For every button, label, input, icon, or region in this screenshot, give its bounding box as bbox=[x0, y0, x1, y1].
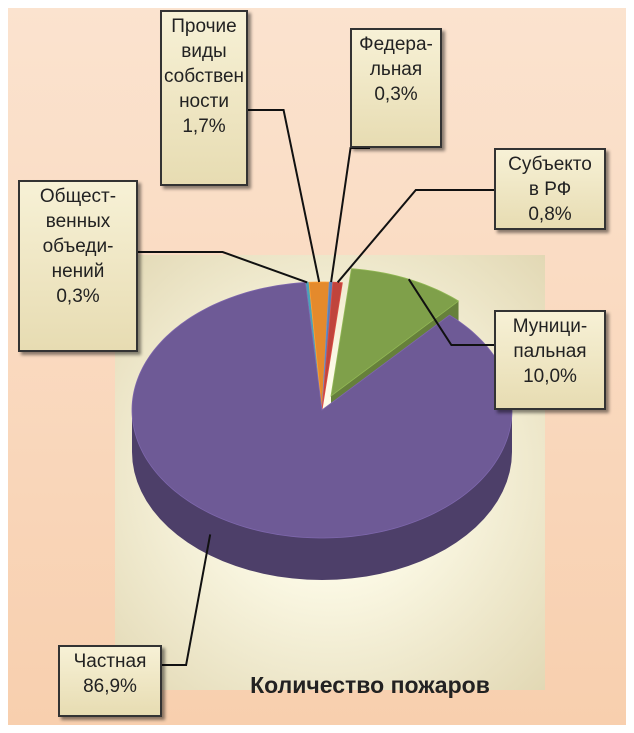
label-value: 1,7% bbox=[182, 116, 226, 137]
label-name: Частная bbox=[73, 651, 147, 672]
label-name: Субъекто в РФ bbox=[508, 154, 592, 200]
data-label: Муници- пальная 10,0% bbox=[494, 310, 606, 410]
chart-title: Количество пожаров bbox=[250, 672, 490, 698]
pie bbox=[131, 268, 513, 580]
label-name: Общест- венных объеди- нений bbox=[39, 186, 117, 282]
label-value: 0,3% bbox=[56, 286, 100, 307]
leader-line bbox=[330, 147, 370, 283]
data-label: Прочие виды собствен ности 1,7% bbox=[160, 10, 248, 186]
label-name: Муници- пальная bbox=[512, 316, 588, 362]
leader-line bbox=[162, 534, 212, 666]
slice bbox=[131, 282, 513, 539]
slice bbox=[321, 281, 343, 411]
label-value: 0,3% bbox=[374, 84, 418, 105]
label-value: 10,0% bbox=[523, 366, 577, 387]
leader-line bbox=[138, 251, 308, 284]
data-label: Федера- льная 0,3% bbox=[350, 28, 442, 148]
slice-side bbox=[132, 410, 512, 580]
label-value: 0,8% bbox=[528, 204, 572, 225]
leader-line bbox=[336, 189, 494, 284]
label-name: Федера- льная bbox=[359, 34, 433, 80]
data-label: Субъекто в РФ 0,8% bbox=[494, 148, 606, 230]
leader-line bbox=[407, 278, 494, 346]
leader-line bbox=[248, 109, 321, 283]
data-label: Общест- венных объеди- нений 0,3% bbox=[18, 180, 138, 352]
label-name: Прочие виды собствен ности bbox=[163, 16, 245, 112]
label-value: 86,9% bbox=[83, 676, 137, 697]
slice bbox=[308, 281, 330, 411]
data-label: Частная 86,9% bbox=[58, 645, 162, 717]
